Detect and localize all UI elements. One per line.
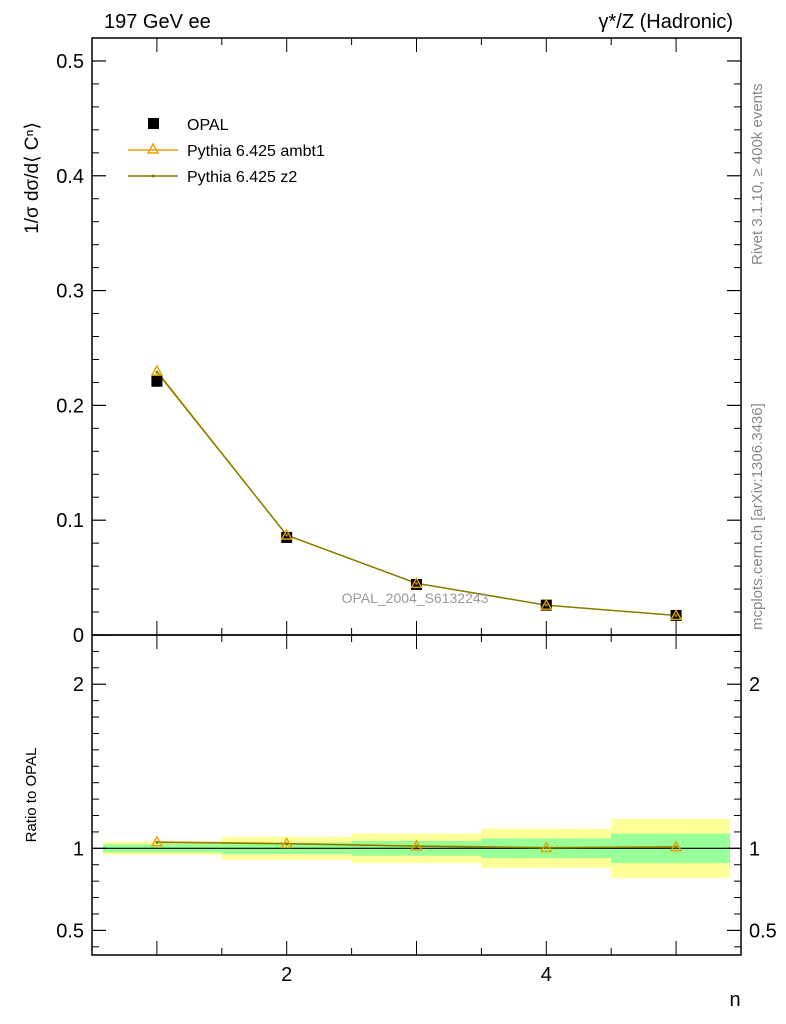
right-title: γ*/Z (Hadronic) [599,11,733,33]
main-ytick-label: 0 [73,625,84,647]
ratio-point-ambt1 [669,840,683,852]
data-point-ambt1 [150,364,164,376]
data-point-z2 [285,533,289,537]
left-title: 197 GeV ee [104,11,211,33]
mcplots-label: mcplots.cern.ch [arXiv:1306.3436] [749,403,766,630]
ratio-ylabel: Ratio to OPAL [23,748,40,843]
data-point-ambt1 [280,528,293,540]
main-ytick-label: 0.3 [56,281,84,303]
ratio-point-z2 [285,842,289,846]
data-point-z2 [544,603,548,607]
data-point-z2 [155,370,159,374]
data-point-ambt1 [540,598,553,610]
main-ylabel: 1/σ dσ/d⟨ Cⁿ⟩ [22,122,43,234]
ratio-point-ambt1 [150,835,164,847]
ratio-ytick-label: 2 [73,674,84,696]
ratio-xtick-label: 4 [541,964,552,986]
legend-z2-label: Pythia 6.425 z2 [187,169,297,186]
data-point-opal [281,531,293,543]
ratio-point-z2 [155,840,159,844]
ratio-ytick-label: 0.5 [56,920,84,942]
data-point-ambt1 [669,609,683,621]
main-ytick-label: 0.1 [56,510,84,532]
legend-z2-marker [151,174,155,178]
ratio-frame [91,634,742,956]
ratio-point-z2 [415,844,418,848]
legend-opal-label: OPAL [187,117,229,134]
main-ytick-label: 0.5 [56,51,84,73]
ratio-point-ambt1 [280,836,293,849]
legend-ambt1-label: Pythia 6.425 ambt1 [187,143,325,160]
data-point-ambt1 [410,576,423,589]
ratio-ytick-label-right: 1 [749,838,760,860]
ratio-ytick-label: 1 [73,838,84,860]
legend-ambt1-marker [146,142,160,154]
watermark: OPAL_2004_S6132243 [342,590,489,606]
main-ytick-label: 0.2 [56,395,84,417]
ratio-xlabel: n [729,989,740,1011]
ratio-panel: 0.5 0.5 1 1 2 2 2 4 Ratio to OPAL n [23,634,777,1011]
ratio-point-ambt1 [540,841,553,853]
data-point-opal [151,375,163,387]
ratio-point-ambt1 [410,839,423,851]
data-point-z2 [674,613,678,617]
ratio-point-z2 [674,845,678,849]
ratio-ytick-label-right: 2 [749,674,760,696]
data-point-z2 [415,581,418,585]
ratio-xtick-label: 2 [281,964,292,986]
legend: OPAL Pythia 6.425 ambt1 Pythia 6.425 z2 [128,117,325,186]
main-ytick-label: 0.4 [56,166,84,188]
main-panel: 0 0.1 0.2 0.3 0.4 0.5 OPAL_2004_S6132243 1/σ … [22,37,742,647]
ratio-ytick-label-right: 0.5 [749,920,777,942]
legend-opal-marker [148,118,159,129]
ratio-point-z2 [544,846,548,850]
rivet-label: Rivet 3.1.10, ≥ 400k events [749,83,766,265]
